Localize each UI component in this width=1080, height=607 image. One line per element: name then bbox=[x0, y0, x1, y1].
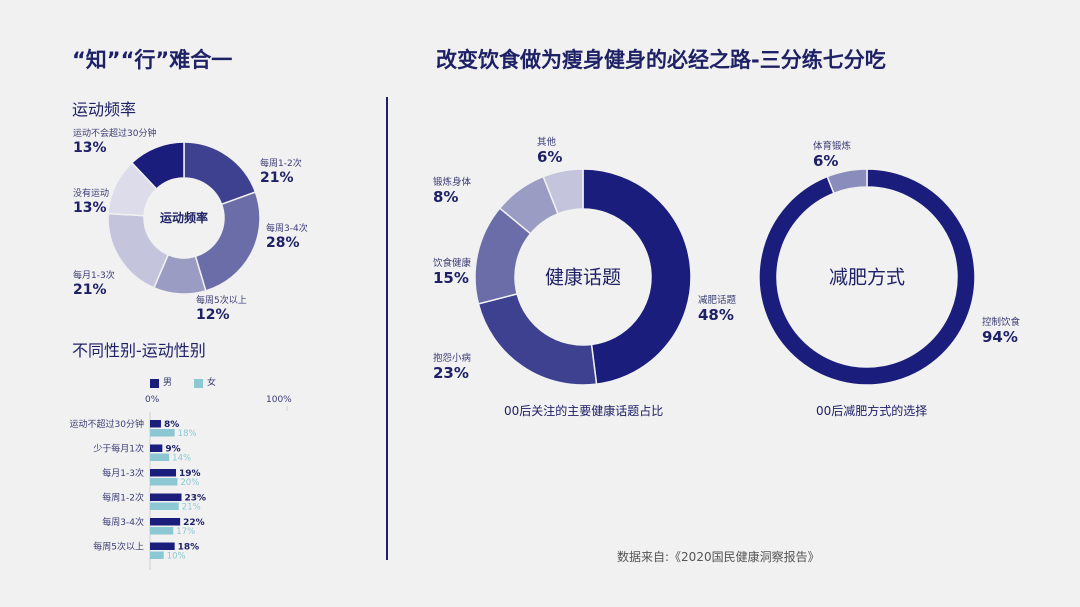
bar-value-label: 18% bbox=[178, 543, 200, 553]
bar-value-label: 19% bbox=[179, 469, 201, 479]
bar-female bbox=[150, 551, 164, 559]
bar-value-label: 20% bbox=[180, 478, 199, 488]
vertical-divider bbox=[386, 97, 388, 560]
bar-value-label: 23% bbox=[185, 494, 207, 504]
bar-male bbox=[150, 420, 161, 428]
bar-legend: 男 女 bbox=[150, 378, 216, 389]
bar-value-label: 9% bbox=[165, 445, 180, 455]
donut-slice-0-4 bbox=[107, 161, 158, 217]
bar-category-label: 每周1-2次 bbox=[102, 492, 144, 504]
legend-label-male: 男 bbox=[163, 378, 173, 388]
health-topic-caption: 00后关注的主要健康话题占比 bbox=[504, 404, 664, 418]
slice-label-no-exercise: 没有运动 13% bbox=[73, 189, 110, 216]
donut-slice-2-4 bbox=[542, 168, 584, 215]
donut-slice-0-1 bbox=[194, 191, 261, 292]
donut-center-label-0: 运动频率 bbox=[160, 210, 208, 225]
bar-value-label: 18% bbox=[178, 429, 197, 439]
bar-value-label: 22% bbox=[183, 518, 205, 528]
donut-slice-0-3 bbox=[107, 212, 170, 289]
slice-label-exercise: 锻炼身体 8% bbox=[433, 177, 472, 206]
bar-female bbox=[150, 527, 174, 535]
bar-male bbox=[150, 469, 177, 477]
legend-swatch-male bbox=[150, 379, 159, 388]
bar-value-label: 21% bbox=[182, 503, 201, 513]
bar-female bbox=[150, 502, 179, 510]
bar-male bbox=[150, 493, 182, 501]
section-title-gender: 不同性别-运动性别 bbox=[72, 341, 206, 360]
bar-value-label: 14% bbox=[172, 454, 191, 464]
legend-label-female: 女 bbox=[207, 378, 217, 388]
source-note: 数据来自:《2020国民健康洞察报告》 bbox=[617, 550, 820, 564]
donut-slice-3-1 bbox=[826, 168, 868, 195]
donut-slice-2-3 bbox=[498, 175, 559, 235]
donut-slice-2-0 bbox=[582, 168, 692, 385]
donut-center-label-2: 健康话题 bbox=[545, 267, 621, 289]
slice-label-minor-illness: 抱怨小病 23% bbox=[433, 353, 472, 382]
slice-label-other: 其他 6% bbox=[537, 137, 563, 166]
bar-female bbox=[150, 453, 170, 461]
bar-male bbox=[150, 542, 175, 550]
bar-category-label: 运动不超过30分钟 bbox=[70, 418, 144, 430]
legend-swatch-female bbox=[194, 379, 204, 388]
slice-label-diet-control: 控制饮食 94% bbox=[982, 317, 1021, 346]
section-title-frequency: 运动频率 bbox=[72, 100, 137, 119]
donut-slice-0-0 bbox=[183, 141, 257, 206]
bar-category-label: 每周5次以上 bbox=[93, 541, 144, 553]
bar-category-label: 每月1-3次 bbox=[102, 467, 144, 479]
bar-female bbox=[150, 429, 175, 437]
slice-label-sports: 体育锻炼 6% bbox=[813, 141, 852, 170]
bar-male bbox=[150, 444, 163, 452]
bar-value-label: 10% bbox=[167, 552, 186, 562]
bar-value-label: 8% bbox=[164, 420, 179, 430]
right-title: 改变饮食做为瘦身健身的必经之路-三分练七分吃 bbox=[436, 48, 886, 72]
slice-label-weekly-5-plus: 每周5次以上 12% bbox=[196, 296, 247, 323]
slice-label-under-30min: 运动不会超过30分钟 13% bbox=[73, 129, 157, 156]
bar-category-label: 少于每月1次 bbox=[93, 443, 144, 455]
left-title: “知”“行”难合一 bbox=[72, 48, 233, 72]
diet-method-caption: 00后减肥方式的选择 bbox=[816, 404, 928, 418]
axis-max-label: 100% bbox=[266, 395, 292, 405]
slice-label-monthly-1-3: 每月1-3次 21% bbox=[73, 271, 115, 298]
bar-category-label: 每周3-4次 bbox=[102, 516, 144, 528]
donut-center-label-3: 减肥方式 bbox=[829, 267, 905, 289]
bar-male bbox=[150, 518, 181, 526]
slice-label-weekly-1-2: 每周1-2次 21% bbox=[260, 159, 302, 186]
donut-slice-2-2 bbox=[474, 207, 532, 305]
bar-value-label: 17% bbox=[176, 527, 195, 537]
donut-slice-2-1 bbox=[477, 292, 598, 386]
bar-female bbox=[150, 478, 178, 486]
slice-label-weekly-3-4: 每周3-4次 28% bbox=[266, 224, 308, 251]
donut-slice-0-2 bbox=[152, 253, 207, 295]
slice-label-weight-loss: 减肥话题 48% bbox=[698, 295, 737, 324]
slice-label-diet-health: 饮食健康 15% bbox=[433, 258, 472, 287]
donut-slice-3-0 bbox=[758, 168, 976, 386]
axis-min-label: 0% bbox=[145, 395, 160, 405]
